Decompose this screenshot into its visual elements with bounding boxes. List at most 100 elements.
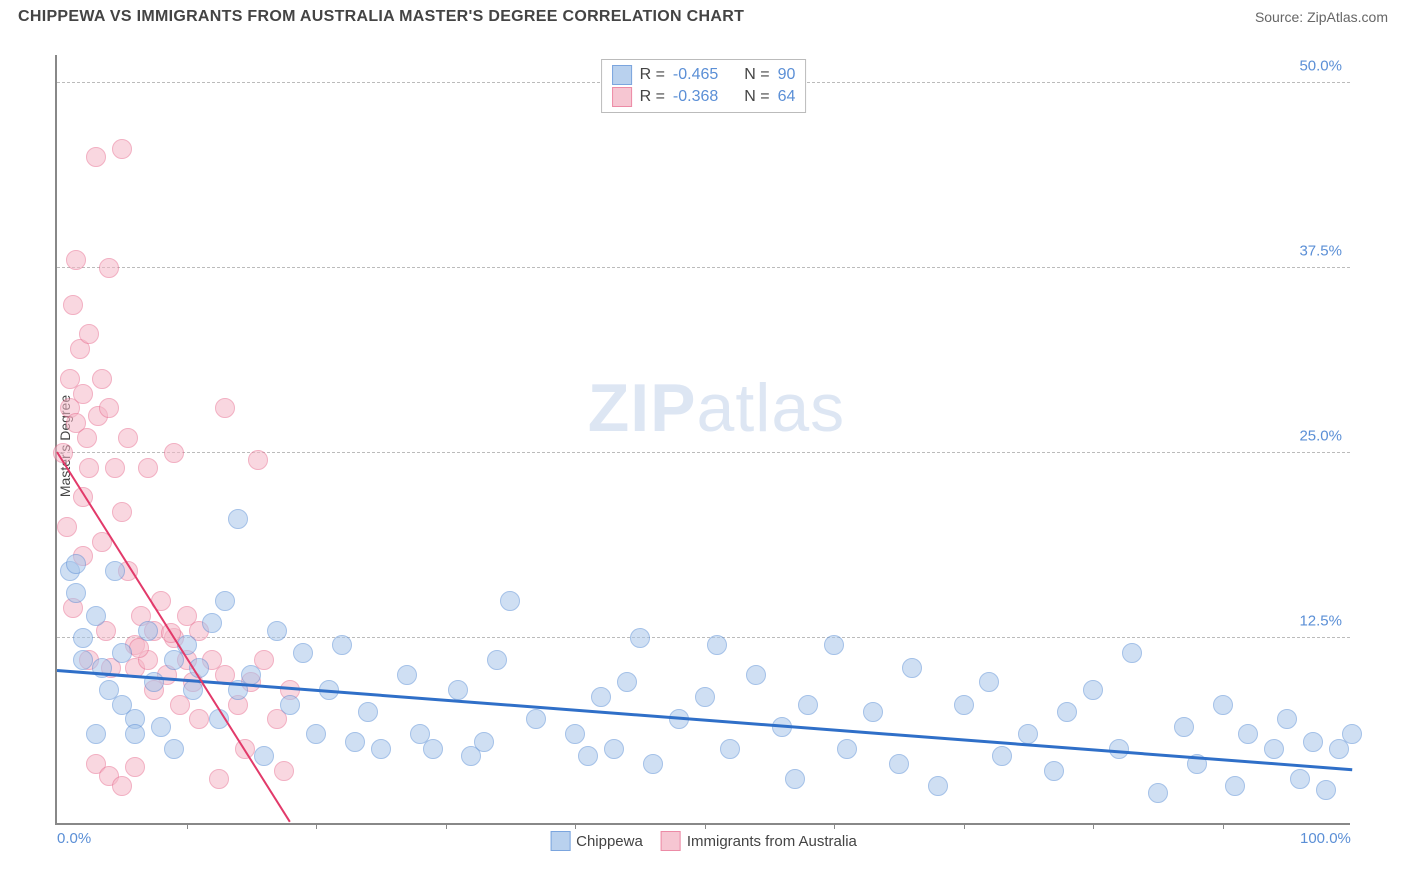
data-point — [448, 680, 468, 700]
data-point — [345, 732, 365, 752]
data-point — [209, 769, 229, 789]
data-point — [1277, 709, 1297, 729]
y-tick-label: 25.0% — [1299, 427, 1342, 444]
data-point — [112, 502, 132, 522]
data-point — [1083, 680, 1103, 700]
series-legend: Chippewa Immigrants from Australia — [550, 831, 857, 851]
data-point — [215, 398, 235, 418]
x-tick-mark — [187, 823, 188, 829]
x-tick-mark — [705, 823, 706, 829]
data-point — [73, 384, 93, 404]
legend-item-pink: Immigrants from Australia — [661, 831, 857, 851]
scatter-chart: ZIPatlas R = -0.465 N = 90 R = -0.368 N … — [55, 55, 1350, 825]
data-point — [526, 709, 546, 729]
data-point — [66, 554, 86, 574]
data-point — [164, 739, 184, 759]
data-point — [1174, 717, 1194, 737]
data-point — [397, 665, 417, 685]
data-point — [164, 443, 184, 463]
data-point — [138, 458, 158, 478]
x-tick-mark — [316, 823, 317, 829]
x-tick-mark — [1223, 823, 1224, 829]
data-point — [332, 635, 352, 655]
x-tick-mark — [575, 823, 576, 829]
data-point — [306, 724, 326, 744]
data-point — [280, 695, 300, 715]
data-point — [371, 739, 391, 759]
data-point — [591, 687, 611, 707]
data-point — [1044, 761, 1064, 781]
gridline — [57, 637, 1350, 638]
data-point — [1264, 739, 1284, 759]
data-point — [66, 250, 86, 270]
legend-item-blue: Chippewa — [550, 831, 643, 851]
x-tick-mark — [964, 823, 965, 829]
data-point — [578, 746, 598, 766]
data-point — [99, 258, 119, 278]
legend-row-pink: R = -0.368 N = 64 — [612, 86, 796, 108]
legend-label-blue: Chippewa — [576, 833, 643, 850]
data-point — [254, 746, 274, 766]
data-point — [1303, 732, 1323, 752]
data-point — [798, 695, 818, 715]
data-point — [189, 709, 209, 729]
data-point — [63, 295, 83, 315]
data-point — [1018, 724, 1038, 744]
data-point — [129, 638, 149, 658]
data-point — [902, 658, 922, 678]
data-point — [617, 672, 637, 692]
data-point — [604, 739, 624, 759]
data-point — [500, 591, 520, 611]
data-point — [1316, 780, 1336, 800]
data-point — [112, 643, 132, 663]
data-point — [125, 757, 145, 777]
data-point — [57, 517, 77, 537]
watermark: ZIPatlas — [588, 369, 845, 447]
data-point — [77, 428, 97, 448]
data-point — [928, 776, 948, 796]
data-point — [1122, 643, 1142, 663]
swatch-blue — [612, 65, 632, 85]
data-point — [863, 702, 883, 722]
data-point — [92, 369, 112, 389]
data-point — [1225, 776, 1245, 796]
source-attribution: Source: ZipAtlas.com — [1255, 9, 1388, 25]
data-point — [151, 717, 171, 737]
data-point — [112, 776, 132, 796]
data-point — [992, 746, 1012, 766]
data-point — [73, 628, 93, 648]
data-point — [79, 324, 99, 344]
data-point — [105, 458, 125, 478]
data-point — [202, 613, 222, 633]
data-point — [112, 139, 132, 159]
data-point — [118, 428, 138, 448]
x-tick-label: 100.0% — [1300, 830, 1351, 847]
legend-row-blue: R = -0.465 N = 90 — [612, 64, 796, 86]
data-point — [824, 635, 844, 655]
data-point — [1290, 769, 1310, 789]
data-point — [1148, 783, 1168, 803]
data-point — [785, 769, 805, 789]
data-point — [630, 628, 650, 648]
data-point — [954, 695, 974, 715]
data-point — [248, 450, 268, 470]
data-point — [837, 739, 857, 759]
data-point — [1342, 724, 1362, 744]
x-tick-mark — [446, 823, 447, 829]
data-point — [73, 650, 93, 670]
data-point — [889, 754, 909, 774]
data-point — [1057, 702, 1077, 722]
y-tick-label: 37.5% — [1299, 242, 1342, 259]
data-point — [1238, 724, 1258, 744]
data-point — [86, 147, 106, 167]
data-point — [565, 724, 585, 744]
data-point — [99, 398, 119, 418]
data-point — [358, 702, 378, 722]
x-tick-mark — [1093, 823, 1094, 829]
data-point — [293, 643, 313, 663]
gridline — [57, 267, 1350, 268]
data-point — [66, 583, 86, 603]
data-point — [105, 561, 125, 581]
data-point — [423, 739, 443, 759]
data-point — [746, 665, 766, 685]
